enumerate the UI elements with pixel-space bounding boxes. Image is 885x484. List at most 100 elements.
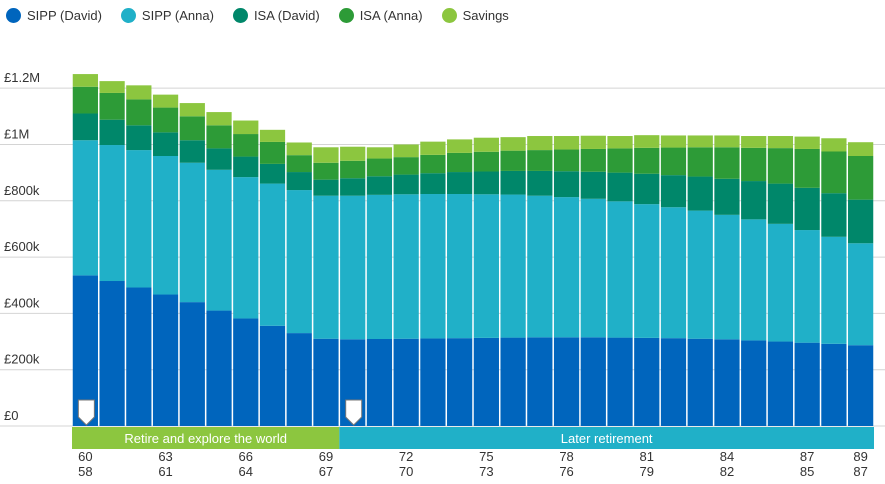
bar-segment[interactable] <box>72 140 98 276</box>
bar-segment[interactable] <box>848 142 874 157</box>
bar-segment[interactable] <box>553 136 580 150</box>
bar-segment[interactable] <box>206 125 232 149</box>
bar-segment[interactable] <box>152 107 179 133</box>
bar-segment[interactable] <box>99 92 125 120</box>
bar-segment[interactable] <box>152 294 179 426</box>
bar-segment[interactable] <box>366 176 393 195</box>
bar-segment[interactable] <box>366 158 393 177</box>
bar-segment[interactable] <box>500 337 526 426</box>
bar-segment[interactable] <box>420 338 446 426</box>
bar-segment[interactable] <box>527 195 553 338</box>
bar-segment[interactable] <box>580 198 606 338</box>
bar-segment[interactable] <box>794 136 820 149</box>
bar-segment[interactable] <box>340 160 366 179</box>
bar-segment[interactable] <box>553 149 580 172</box>
bar-segment[interactable] <box>179 103 205 117</box>
bar-segment[interactable] <box>527 150 553 171</box>
bar-segment[interactable] <box>259 141 286 164</box>
bar-segment[interactable] <box>72 113 98 141</box>
bar-segment[interactable] <box>500 170 526 195</box>
bar-segment[interactable] <box>500 137 526 151</box>
bar-segment[interactable] <box>687 210 713 339</box>
bar-segment[interactable] <box>580 337 606 426</box>
bar-segment[interactable] <box>393 174 419 195</box>
bar-segment[interactable] <box>286 172 312 191</box>
bar-segment[interactable] <box>206 148 232 170</box>
bar-segment[interactable] <box>714 178 740 215</box>
bar-segment[interactable] <box>206 169 232 311</box>
bar-segment[interactable] <box>99 81 125 93</box>
bar-segment[interactable] <box>313 147 339 163</box>
bar-segment[interactable] <box>660 207 687 339</box>
bar-segment[interactable] <box>99 281 125 426</box>
bar-segment[interactable] <box>527 136 553 151</box>
bar-segment[interactable] <box>473 137 499 152</box>
bar-segment[interactable] <box>233 156 259 178</box>
bar-segment[interactable] <box>313 162 339 180</box>
phase-bar[interactable] <box>339 427 874 449</box>
bar-segment[interactable] <box>420 154 446 174</box>
bar-segment[interactable] <box>259 163 286 184</box>
bar-segment[interactable] <box>179 302 205 426</box>
bar-segment[interactable] <box>553 197 580 338</box>
bar-segment[interactable] <box>126 99 152 126</box>
bar-segment[interactable] <box>259 325 286 426</box>
bar-segment[interactable] <box>447 194 473 339</box>
bar-segment[interactable] <box>286 142 312 156</box>
bar-segment[interactable] <box>660 147 687 176</box>
bar-segment[interactable] <box>660 175 687 208</box>
bar-segment[interactable] <box>233 318 259 426</box>
bar-segment[interactable] <box>286 333 312 426</box>
bar-segment[interactable] <box>634 173 660 205</box>
bar-segment[interactable] <box>313 195 339 339</box>
bar-segment[interactable] <box>714 135 740 148</box>
bar-segment[interactable] <box>794 148 820 188</box>
bar-segment[interactable] <box>714 214 740 340</box>
bar-segment[interactable] <box>660 135 687 148</box>
bar-segment[interactable] <box>794 342 820 426</box>
bar-segment[interactable] <box>607 337 633 426</box>
legend-item[interactable]: ISA (David) <box>232 7 320 23</box>
bar-segment[interactable] <box>206 310 232 426</box>
bar-segment[interactable] <box>393 194 419 339</box>
phase-marker-icon[interactable] <box>77 399 95 426</box>
bar-segment[interactable] <box>767 148 794 184</box>
bar-segment[interactable] <box>821 151 847 194</box>
bar-segment[interactable] <box>634 337 660 426</box>
bar-segment[interactable] <box>286 190 312 334</box>
bar-segment[interactable] <box>767 223 794 342</box>
bar-segment[interactable] <box>473 194 499 338</box>
bar-segment[interactable] <box>447 172 473 195</box>
legend-item[interactable]: Savings <box>441 7 509 23</box>
bar-segment[interactable] <box>473 151 499 172</box>
bar-segment[interactable] <box>340 146 366 161</box>
bar-segment[interactable] <box>126 85 152 100</box>
bar-segment[interactable] <box>366 194 393 340</box>
bar-segment[interactable] <box>152 132 179 157</box>
bar-segment[interactable] <box>741 340 767 426</box>
legend-item[interactable]: ISA (Anna) <box>338 7 423 23</box>
legend-item[interactable]: SIPP (David) <box>6 7 102 23</box>
bar-segment[interactable] <box>447 152 473 173</box>
bar-segment[interactable] <box>848 156 874 200</box>
bar-segment[interactable] <box>821 343 847 426</box>
bar-segment[interactable] <box>233 120 259 135</box>
bar-segment[interactable] <box>473 337 499 426</box>
bar-segment[interactable] <box>794 230 820 343</box>
bar-segment[interactable] <box>741 136 767 148</box>
bar-segment[interactable] <box>607 172 633 202</box>
bar-segment[interactable] <box>848 243 874 346</box>
bar-segment[interactable] <box>313 179 339 196</box>
bar-segment[interactable] <box>126 150 152 288</box>
bar-segment[interactable] <box>607 148 633 173</box>
phase-bar[interactable] <box>72 427 340 449</box>
bar-segment[interactable] <box>393 338 419 426</box>
bar-segment[interactable] <box>179 162 205 303</box>
bar-segment[interactable] <box>714 339 740 426</box>
bar-segment[interactable] <box>152 156 179 295</box>
bar-segment[interactable] <box>393 157 419 175</box>
bar-segment[interactable] <box>848 199 874 244</box>
bar-segment[interactable] <box>580 135 606 149</box>
bar-segment[interactable] <box>72 74 98 87</box>
bar-segment[interactable] <box>500 150 526 171</box>
